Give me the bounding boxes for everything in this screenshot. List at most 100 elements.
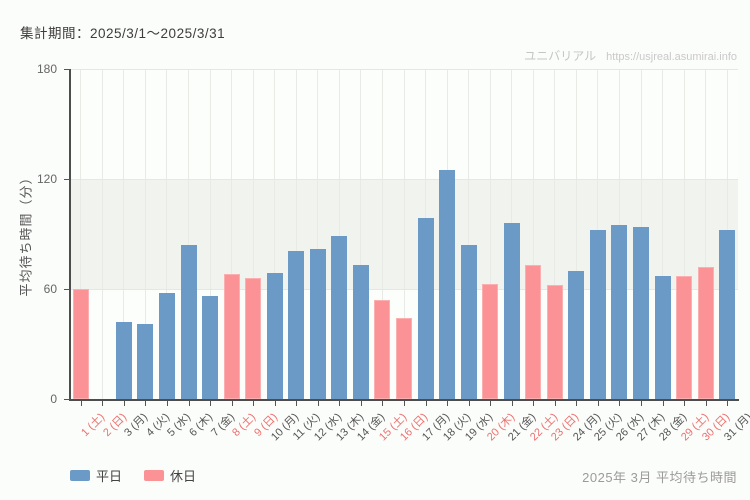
bar[interactable] — [223, 274, 240, 399]
x-axis-labels: 1 (土) 2 (日) 3 (月) 4 (火) 5 (水) 6 (木) 7 (金) 8 (土)… — [70, 399, 750, 459]
x-tick-mark — [317, 401, 319, 406]
chart-caption: 2025年 3月 平均待ち時間 — [582, 470, 737, 485]
x-tick-mark — [705, 401, 707, 406]
vertical-gridline — [166, 69, 168, 399]
y-tick-label: 0 — [50, 392, 57, 406]
bar[interactable] — [352, 265, 369, 399]
bar[interactable] — [158, 292, 175, 399]
bar[interactable] — [525, 265, 542, 399]
watermark-site-name: ユニバリアル — [524, 49, 597, 63]
x-tick-mark — [102, 401, 104, 406]
horizontal-gridline — [70, 178, 738, 180]
bar[interactable] — [439, 169, 456, 399]
y-tick-label: 60 — [43, 282, 57, 296]
vertical-gridline — [662, 69, 664, 399]
weekday-color-swatch — [70, 469, 90, 481]
bar[interactable] — [245, 278, 262, 399]
x-tick-mark — [533, 401, 535, 406]
vertical-gridline — [360, 69, 362, 399]
holiday-color-swatch — [144, 469, 165, 481]
x-tick-mark — [447, 401, 449, 406]
x-tick-mark — [339, 401, 341, 406]
watermark-site-url[interactable]: https://usjreal.asumirai.info — [606, 51, 737, 63]
bar[interactable] — [309, 248, 326, 399]
horizontal-gridline — [70, 288, 738, 290]
legend-label-holiday: 休日 — [170, 468, 197, 484]
bar[interactable] — [202, 296, 219, 399]
bar[interactable] — [503, 223, 520, 399]
horizontal-gridline — [70, 68, 738, 70]
bar[interactable] — [137, 323, 154, 399]
bar[interactable] — [396, 318, 412, 399]
vertical-gridline — [274, 69, 276, 399]
bar[interactable] — [72, 289, 89, 399]
x-tick-mark — [554, 401, 556, 406]
x-tick-mark — [123, 401, 125, 406]
vertical-gridline — [209, 69, 211, 399]
y-axis-line — [69, 69, 71, 399]
x-tick-mark — [253, 401, 255, 406]
bar[interactable] — [697, 267, 714, 399]
vertical-gridline — [575, 69, 577, 399]
x-tick-mark — [576, 401, 578, 406]
vertical-gridline — [252, 69, 254, 399]
vertical-gridline — [381, 69, 383, 399]
bar[interactable] — [180, 245, 197, 399]
legend-item-weekday: 平日 — [70, 466, 122, 485]
x-tick-mark — [360, 401, 362, 406]
bar[interactable] — [589, 230, 606, 399]
x-tick-mark — [274, 401, 276, 406]
bar[interactable] — [546, 285, 563, 399]
x-tick-mark — [210, 401, 212, 406]
vertical-gridline — [123, 69, 125, 399]
x-tick-mark — [80, 401, 82, 406]
x-tick-mark — [231, 401, 233, 406]
y-tick-mark — [64, 289, 70, 290]
vertical-gridline — [403, 69, 405, 399]
x-tick-mark — [662, 401, 664, 406]
y-tick-mark — [64, 69, 70, 70]
y-tick-label: 120 — [36, 172, 57, 186]
bar[interactable] — [482, 283, 499, 399]
vertical-gridline — [468, 69, 470, 399]
bar[interactable] — [676, 276, 693, 399]
bar[interactable] — [568, 270, 585, 399]
x-tick-mark — [597, 401, 599, 406]
bar[interactable] — [374, 300, 391, 399]
watermark: ユニバリアル https://usjreal.asumirai.info — [524, 47, 737, 64]
bar[interactable] — [115, 322, 132, 399]
bar[interactable] — [288, 250, 305, 399]
x-tick-mark — [296, 401, 298, 406]
bar[interactable] — [633, 226, 650, 399]
x-tick-mark — [145, 401, 147, 406]
vertical-gridline — [188, 69, 190, 399]
vertical-gridline — [295, 69, 297, 399]
y-tick-label: 180 — [36, 62, 57, 76]
x-tick-mark — [641, 401, 643, 406]
bar[interactable] — [719, 230, 736, 399]
bar[interactable] — [611, 224, 628, 399]
vertical-gridline — [683, 69, 685, 399]
wait-time-bar-chart — [69, 68, 739, 401]
vertical-gridline — [317, 69, 319, 399]
x-tick-mark — [166, 401, 168, 406]
bar[interactable] — [331, 235, 348, 399]
vertical-gridline — [338, 69, 340, 399]
vertical-gridline — [80, 69, 82, 399]
x-tick-mark — [468, 401, 470, 406]
bar[interactable] — [417, 217, 434, 399]
legend-item-holiday: 休日 — [144, 466, 196, 485]
x-tick-mark — [425, 401, 427, 406]
bar[interactable] — [654, 276, 671, 399]
bar[interactable] — [460, 245, 477, 399]
x-tick-mark — [404, 401, 405, 406]
vertical-gridline — [489, 69, 491, 399]
chart-legend: 平日 休日 — [70, 466, 218, 485]
vertical-gridline — [554, 69, 556, 399]
bar[interactable] — [266, 272, 283, 399]
aggregation-period-label: 集計期間：2025/3/1～2025/3/31 — [20, 26, 226, 41]
x-tick-mark — [490, 401, 492, 406]
vertical-gridline — [231, 69, 233, 399]
x-tick-mark — [727, 401, 729, 406]
